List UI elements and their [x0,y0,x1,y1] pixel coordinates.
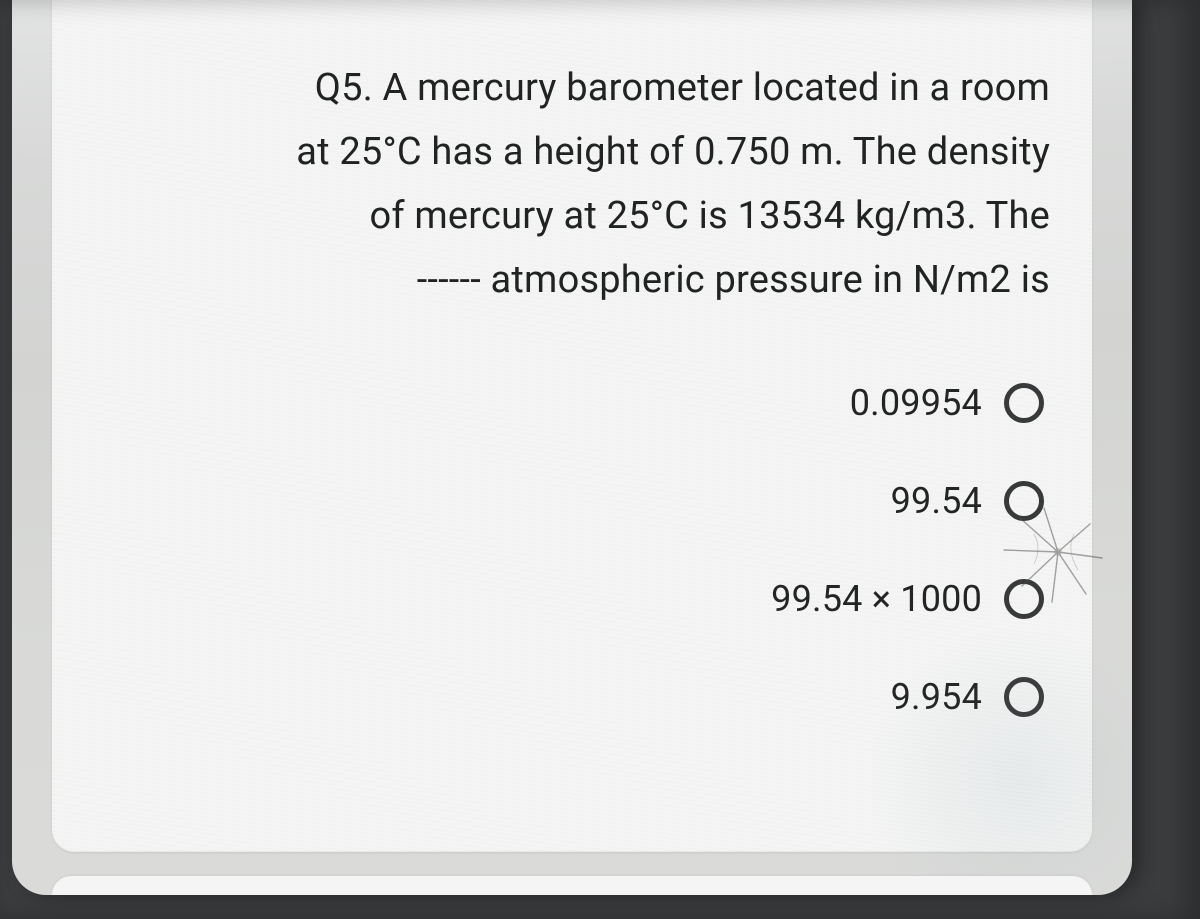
next-card-peek [52,876,1092,895]
screen-surface: Q5. A mercury barometer located in a roo… [12,0,1132,895]
question-line: at 25°C has a height of 0.750 m. The den… [94,120,1050,184]
question-line: of mercury at 25°C is 13534 kg/m3. The [94,184,1050,248]
radio-icon[interactable] [1004,383,1044,423]
option-label: 99.54 [891,480,982,522]
question-text: Q5. A mercury barometer located in a roo… [94,56,1050,312]
option-label: 9.954 [891,676,982,718]
question-line: Q5. A mercury barometer located in a roo… [94,56,1050,120]
question-card: Q5. A mercury barometer located in a roo… [52,0,1092,852]
option-row[interactable]: 9.954 [891,676,1044,718]
question-line: ------ atmospheric pressure in N/m2 is [94,248,1050,312]
options-list: 0.09954 99.54 99.54 × 1000 9.954 [94,382,1050,718]
radio-icon[interactable] [1004,677,1044,717]
option-row[interactable]: 99.54 [891,480,1044,522]
option-label: 0.09954 [850,382,982,424]
radio-icon[interactable] [1004,579,1044,619]
option-row[interactable]: 99.54 × 1000 [771,578,1044,620]
radio-icon[interactable] [1004,481,1044,521]
option-row[interactable]: 0.09954 [850,382,1044,424]
option-label: 99.54 × 1000 [771,578,982,620]
